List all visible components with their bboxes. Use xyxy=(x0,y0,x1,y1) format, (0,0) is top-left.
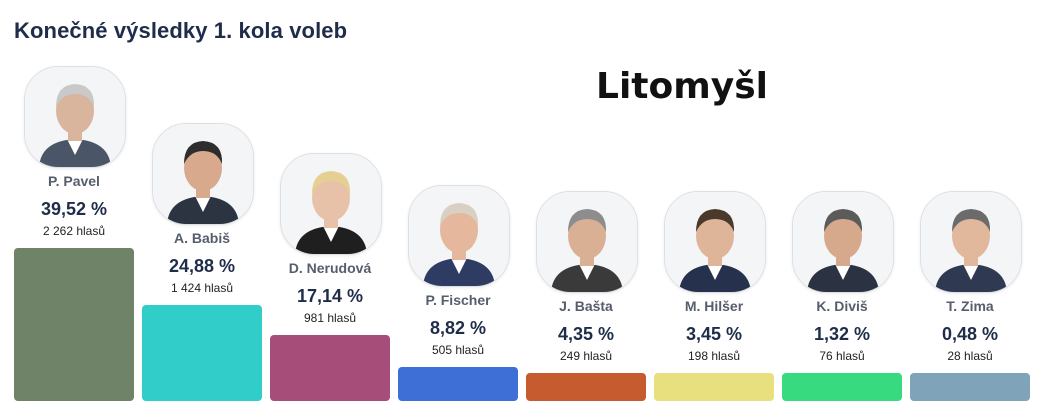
result-bar xyxy=(526,373,646,401)
votes-label: 2 262 hlasů xyxy=(42,224,106,238)
result-bar xyxy=(398,366,518,401)
votes-label: 505 hlasů xyxy=(431,342,485,357)
votes-label: 198 hlasů xyxy=(687,349,741,363)
candidate-name: P. Pavel xyxy=(48,173,100,189)
candidate-photo xyxy=(664,191,766,293)
candidate-photo xyxy=(536,191,638,293)
candidate-name: T. Zima xyxy=(946,298,994,314)
candidate-name: D. Nerudová xyxy=(288,259,372,276)
candidate-name: M. Hilšer xyxy=(684,298,744,314)
candidate-photo xyxy=(24,66,126,168)
place-name: Litomyšl xyxy=(596,66,768,107)
result-bar xyxy=(14,248,134,401)
candidate-photo xyxy=(920,191,1022,293)
votes-label: 249 hlasů xyxy=(559,349,613,363)
result-bar xyxy=(782,373,902,401)
chart-title: Konečné výsledky 1. kola voleb xyxy=(14,18,348,43)
percent-label: 24,88 % xyxy=(168,255,236,276)
candidate-photo xyxy=(408,184,510,287)
candidate-name: K. Diviš xyxy=(816,298,868,314)
votes-label: 981 hlasů xyxy=(303,310,357,325)
percent-label: 39,52 % xyxy=(40,199,108,219)
percent-label: 1,32 % xyxy=(813,324,871,344)
candidate-photo xyxy=(792,191,894,293)
votes-label: 1 424 hlasů xyxy=(170,280,234,295)
percent-label: 0,48 % xyxy=(941,324,999,344)
candidate-photo xyxy=(280,152,382,255)
result-bar xyxy=(910,373,1030,401)
candidate-name: A. Babiš xyxy=(173,229,230,246)
percent-label: 4,35 % xyxy=(557,324,615,344)
votes-label: 28 hlasů xyxy=(947,349,993,363)
result-bar xyxy=(654,373,774,401)
result-bar xyxy=(142,304,262,401)
percent-label: 3,45 % xyxy=(685,324,743,344)
candidate-name: P. Fischer xyxy=(425,291,491,308)
percent-label: 8,82 % xyxy=(429,317,487,338)
candidate-name: J. Bašta xyxy=(559,298,613,314)
candidate-photo xyxy=(152,122,254,225)
result-bar xyxy=(270,334,390,401)
votes-label: 76 hlasů xyxy=(819,349,865,363)
percent-label: 17,14 % xyxy=(296,285,364,306)
